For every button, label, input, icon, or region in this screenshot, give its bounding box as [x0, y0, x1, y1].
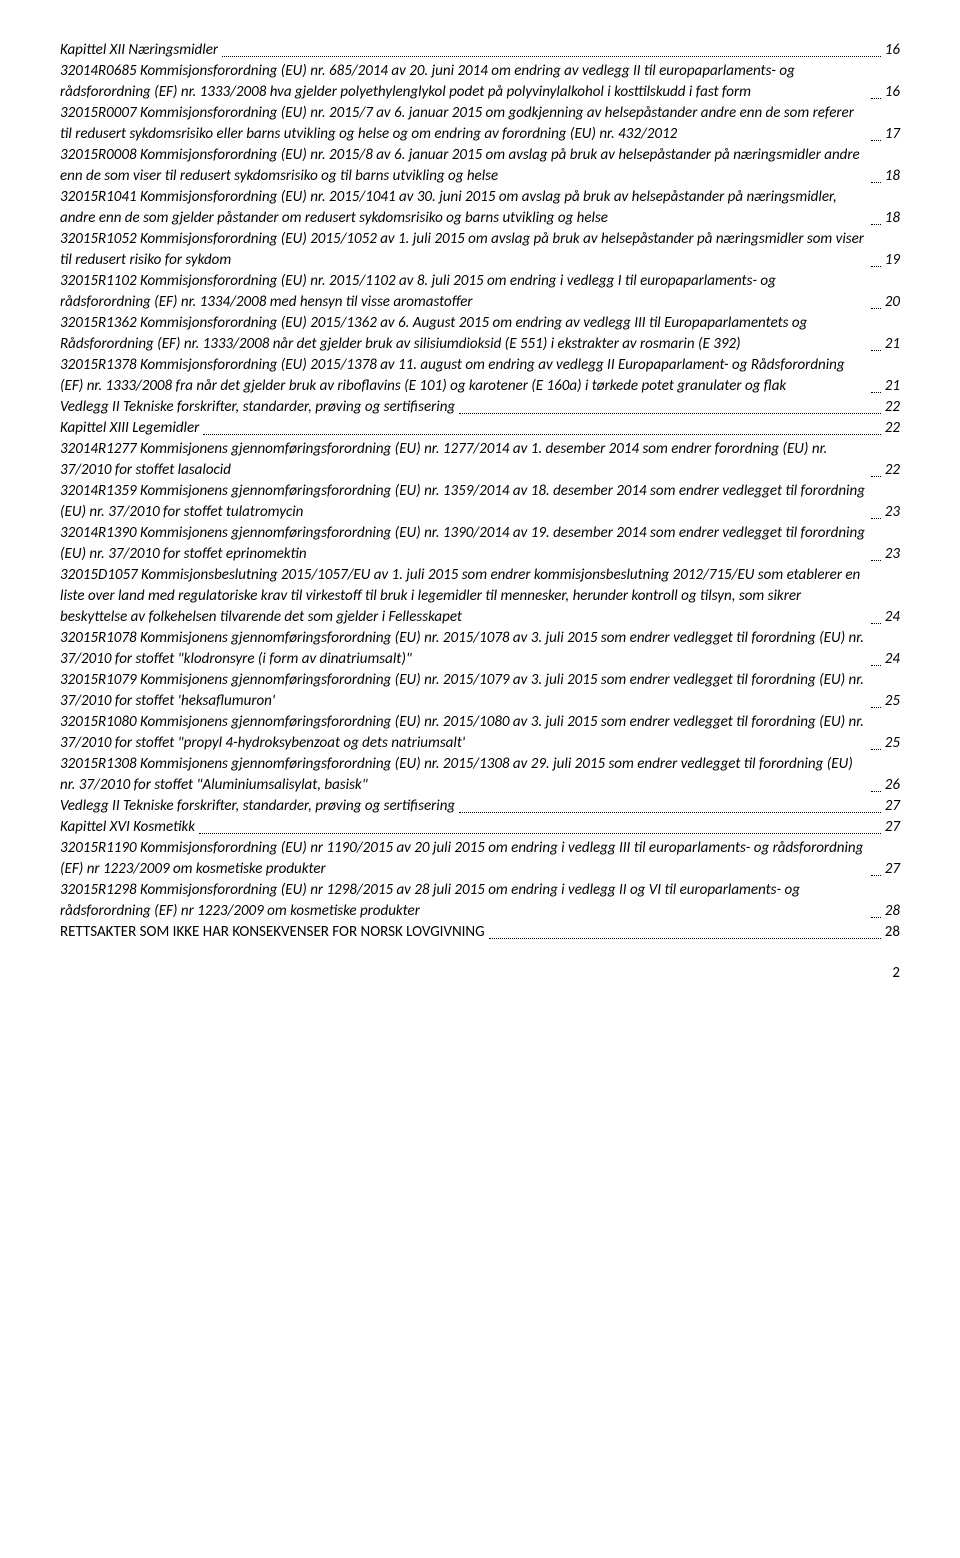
toc-entry-page: 22 — [885, 460, 900, 481]
toc-entry-text: 32015R1041 Kommisjonsforordning (EU) nr.… — [60, 187, 867, 229]
toc-entry-page: 26 — [885, 775, 900, 796]
toc-entry-page: 17 — [885, 124, 900, 145]
toc-entry: 32014R1277 Kommisjonens gjennomføringsfo… — [60, 439, 900, 481]
toc-entry-text: 32015R1102 Kommisjonsforordning (EU) nr.… — [60, 271, 867, 313]
toc-leader-dots — [871, 665, 881, 666]
toc-entry-page: 22 — [885, 418, 900, 439]
toc-entry-page: 27 — [885, 817, 900, 838]
toc-entry: 32014R1390 Kommisjonens gjennomføringsfo… — [60, 523, 900, 565]
toc-entry: 32015R1308 Kommisjonens gjennomføringsfo… — [60, 754, 900, 796]
toc-leader-dots — [871, 476, 881, 477]
toc-entry: 32015R1078 Kommisjonens gjennomføringsfo… — [60, 628, 900, 670]
toc-leader-dots — [199, 833, 881, 834]
toc-leader-dots — [489, 938, 881, 939]
toc-entry-text: 32015R1298 Kommisjonsforordning (EU) nr … — [60, 880, 867, 922]
toc-entry: 32014R0685 Kommisjonsforordning (EU) nr.… — [60, 61, 900, 103]
toc-entry-text: 32015R1078 Kommisjonens gjennomføringsfo… — [60, 628, 867, 670]
toc-entry: 32015R1102 Kommisjonsforordning (EU) nr.… — [60, 271, 900, 313]
toc-entry: Kapittel XVI Kosmetikk 27 — [60, 817, 900, 838]
toc-entry-text: 32015R1378 Kommisjonsforordning (EU) 201… — [60, 355, 867, 397]
toc-entry: Vedlegg II Tekniske forskrifter, standar… — [60, 796, 900, 817]
toc-entry-page: 24 — [885, 607, 900, 628]
toc-entry-text: 32015R1308 Kommisjonens gjennomføringsfo… — [60, 754, 867, 796]
table-of-contents: Kapittel XII Næringsmidler 16 32014R0685 K… — [60, 40, 900, 943]
toc-entry-text: 32014R1359 Kommisjonens gjennomføringsfo… — [60, 481, 867, 523]
toc-entry: 32015R1298 Kommisjonsforordning (EU) nr … — [60, 880, 900, 922]
toc-entry-page: 28 — [885, 901, 900, 922]
toc-entry-page: 28 — [885, 922, 900, 943]
toc-entry: 32014R1359 Kommisjonens gjennomføringsfo… — [60, 481, 900, 523]
toc-entry: RETTSAKTER SOM IKKE HAR KONSEKVENSER FOR… — [60, 922, 900, 943]
toc-entry: Kapittel XII Næringsmidler 16 — [60, 40, 900, 61]
toc-leader-dots — [871, 518, 881, 519]
toc-leader-dots — [871, 350, 881, 351]
toc-entry-page: 18 — [885, 208, 900, 229]
toc-entry: 32015R1080 Kommisjonens gjennomføringsfo… — [60, 712, 900, 754]
toc-entry-page: 16 — [885, 82, 900, 103]
toc-leader-dots — [871, 266, 881, 267]
toc-entry-text: Kapittel XII Næringsmidler — [60, 40, 218, 61]
toc-entry: 32015R1079 Kommisjonens gjennomføringsfo… — [60, 670, 900, 712]
toc-entry-page: 20 — [885, 292, 900, 313]
toc-entry-text: RETTSAKTER SOM IKKE HAR KONSEKVENSER FOR… — [60, 922, 485, 943]
toc-entry: 32015D1057 Kommisjonsbeslutning 2015/105… — [60, 565, 900, 628]
toc-leader-dots — [871, 791, 881, 792]
toc-leader-dots — [871, 392, 881, 393]
toc-entry-page: 27 — [885, 796, 900, 817]
toc-entry: 32015R1378 Kommisjonsforordning (EU) 201… — [60, 355, 900, 397]
toc-entry-text: Vedlegg II Tekniske forskrifter, standar… — [60, 796, 455, 817]
toc-entry-page: 27 — [885, 859, 900, 880]
toc-entry: 32015R0007 Kommisjonsforordning (EU) nr.… — [60, 103, 900, 145]
toc-entry-text: 32014R1277 Kommisjonens gjennomføringsfo… — [60, 439, 867, 481]
toc-leader-dots — [871, 140, 881, 141]
toc-leader-dots — [871, 749, 881, 750]
toc-entry: Kapittel XIII Legemidler 22 — [60, 418, 900, 439]
toc-entry-text: 32014R1390 Kommisjonens gjennomføringsfo… — [60, 523, 867, 565]
toc-leader-dots — [871, 308, 881, 309]
toc-leader-dots — [222, 56, 881, 57]
toc-entry-text: Vedlegg II Tekniske forskrifter, standar… — [60, 397, 455, 418]
toc-entry: Vedlegg II Tekniske forskrifter, standar… — [60, 397, 900, 418]
page-number: 2 — [60, 963, 900, 984]
toc-entry-text: 32015R1079 Kommisjonens gjennomføringsfo… — [60, 670, 867, 712]
toc-entry-page: 21 — [885, 334, 900, 355]
toc-entry-text: Kapittel XVI Kosmetikk — [60, 817, 195, 838]
toc-entry-page: 22 — [885, 397, 900, 418]
toc-entry-text: 32015R1052 Kommisjonsforordning (EU) 201… — [60, 229, 867, 271]
toc-entry-page: 21 — [885, 376, 900, 397]
toc-leader-dots — [459, 812, 881, 813]
toc-leader-dots — [871, 707, 881, 708]
toc-leader-dots — [459, 413, 881, 414]
toc-entry-page: 19 — [885, 250, 900, 271]
toc-entry-text: 32015R1362 Kommisjonsforordning (EU) 201… — [60, 313, 867, 355]
toc-entry-page: 23 — [885, 502, 900, 523]
toc-leader-dots — [871, 224, 881, 225]
toc-leader-dots — [871, 182, 881, 183]
toc-entry: 32015R0008 Kommisjonsforordning (EU) nr.… — [60, 145, 900, 187]
toc-leader-dots — [871, 560, 881, 561]
toc-entry-page: 25 — [885, 733, 900, 754]
toc-entry: 32015R1362 Kommisjonsforordning (EU) 201… — [60, 313, 900, 355]
toc-entry-text: 32015R1080 Kommisjonens gjennomføringsfo… — [60, 712, 867, 754]
toc-leader-dots — [871, 623, 881, 624]
toc-entry-page: 23 — [885, 544, 900, 565]
toc-entry-page: 25 — [885, 691, 900, 712]
toc-entry: 32015R1052 Kommisjonsforordning (EU) 201… — [60, 229, 900, 271]
toc-leader-dots — [871, 875, 881, 876]
toc-entry-text: 32015R1190 Kommisjonsforordning (EU) nr … — [60, 838, 867, 880]
toc-entry-page: 18 — [885, 166, 900, 187]
toc-leader-dots — [871, 917, 881, 918]
toc-entry-text: 32015R0008 Kommisjonsforordning (EU) nr.… — [60, 145, 867, 187]
toc-entry: 32015R1190 Kommisjonsforordning (EU) nr … — [60, 838, 900, 880]
toc-entry-page: 24 — [885, 649, 900, 670]
toc-leader-dots — [871, 98, 881, 99]
toc-entry-text: 32015R0007 Kommisjonsforordning (EU) nr.… — [60, 103, 867, 145]
toc-entry-text: 32014R0685 Kommisjonsforordning (EU) nr.… — [60, 61, 867, 103]
toc-leader-dots — [203, 434, 880, 435]
toc-entry-page: 16 — [885, 40, 900, 61]
toc-entry-text: Kapittel XIII Legemidler — [60, 418, 199, 439]
toc-entry-text: 32015D1057 Kommisjonsbeslutning 2015/105… — [60, 565, 867, 628]
toc-entry: 32015R1041 Kommisjonsforordning (EU) nr.… — [60, 187, 900, 229]
